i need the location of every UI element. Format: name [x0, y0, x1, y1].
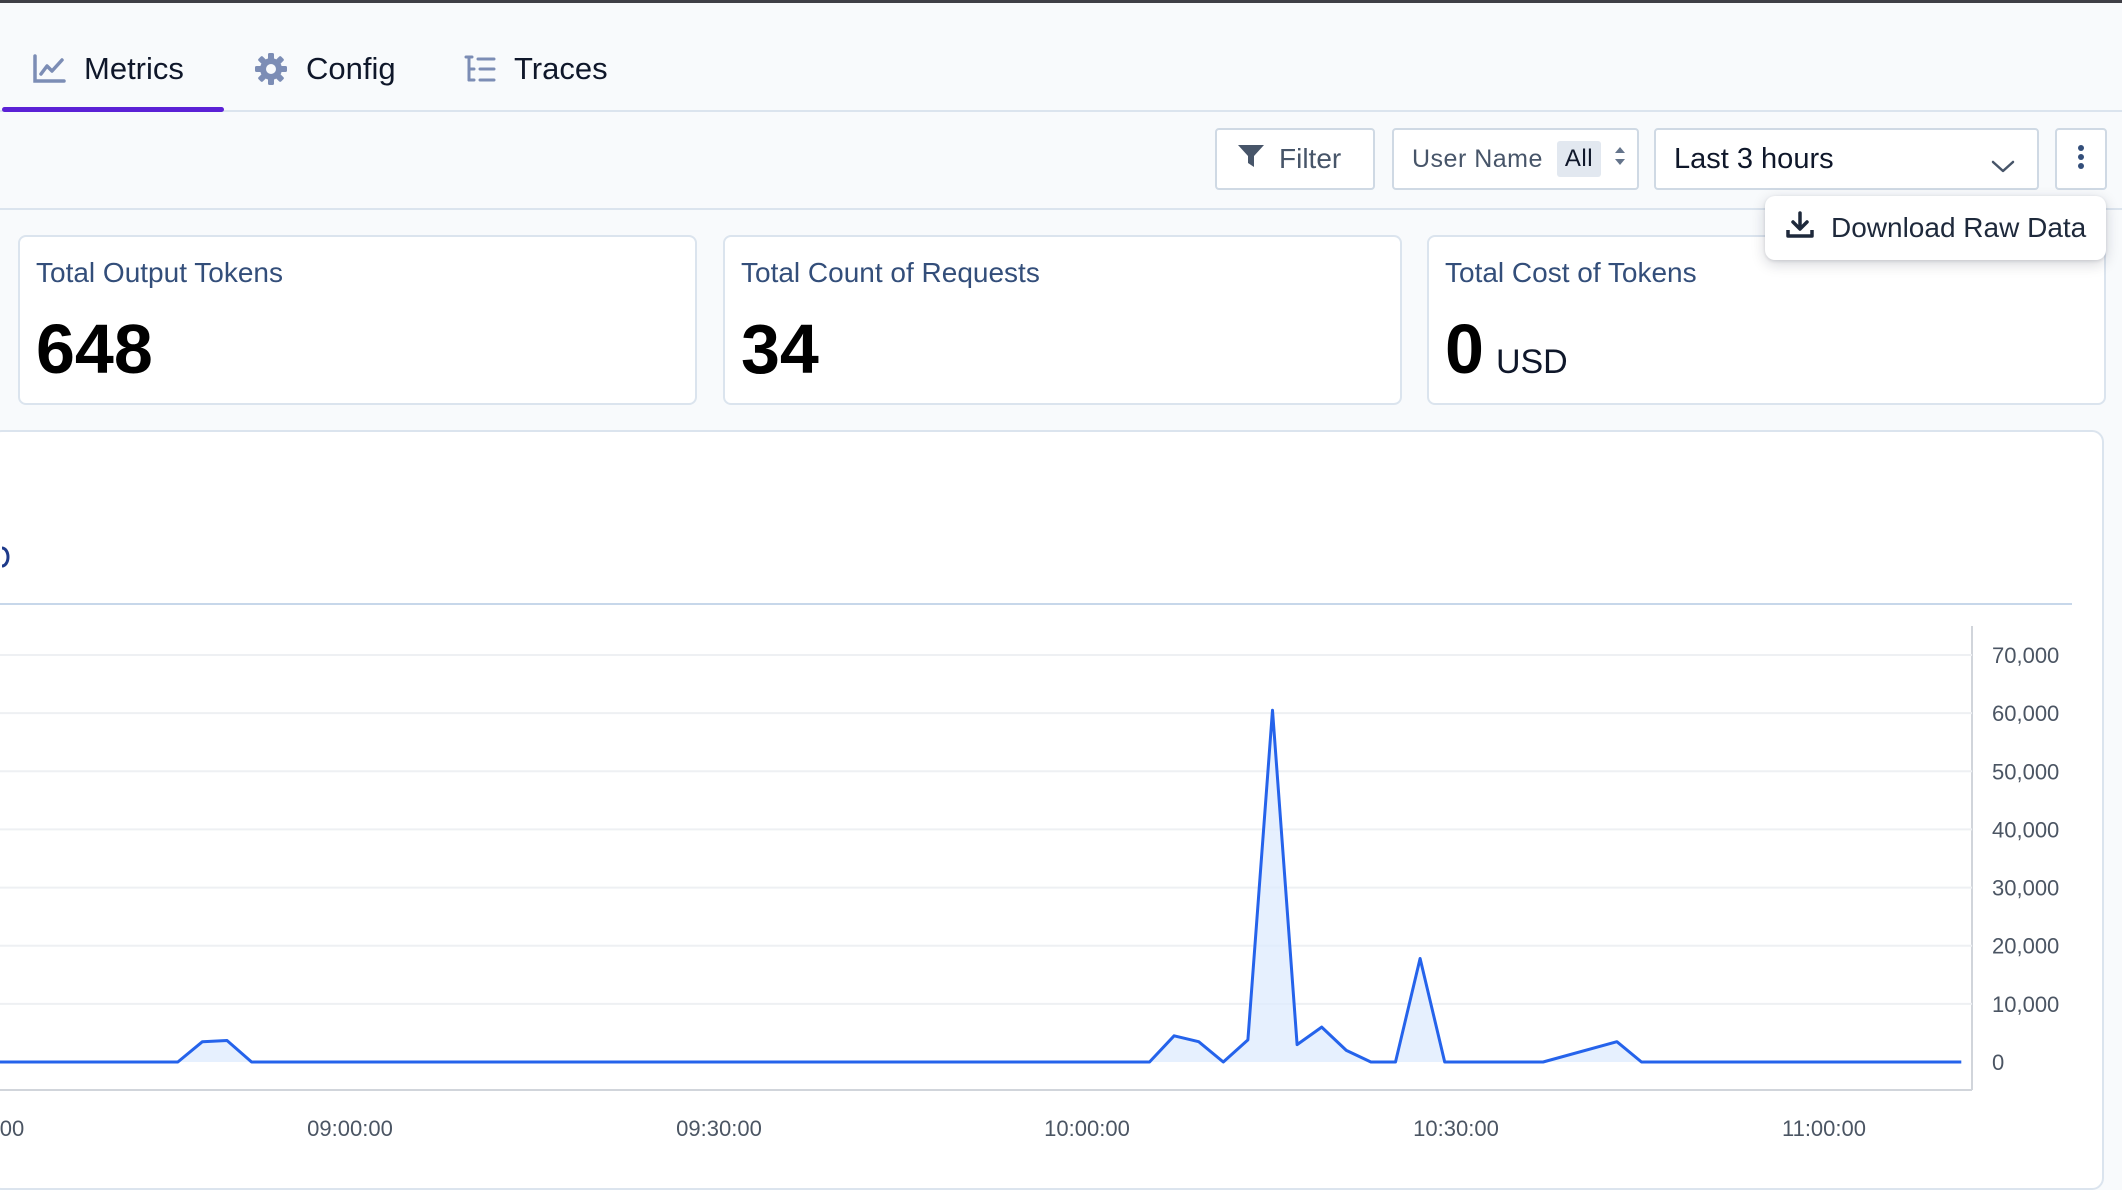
- toolbar: Filter User Name All Last 3 hours: [0, 110, 2122, 210]
- series-area: [0, 710, 1962, 1062]
- tab-label: Traces: [514, 51, 608, 86]
- window-top-border: [0, 0, 2122, 3]
- stat-number: 648: [36, 310, 153, 388]
- gear-icon: [254, 52, 288, 86]
- y-tick-label: 60,000: [1992, 701, 2059, 726]
- y-tick-label: 0: [1992, 1050, 2004, 1075]
- x-tick-label: 09:30:00: [676, 1116, 762, 1141]
- user-name-value: All: [1556, 141, 1602, 177]
- stat-number: 34: [741, 310, 819, 388]
- time-range-value: Last 3 hours: [1674, 142, 1834, 175]
- stat-value: 648: [36, 309, 153, 389]
- download-raw-data-menu-item[interactable]: Download Raw Data: [1765, 196, 2106, 260]
- y-tick-label: 40,000: [1992, 817, 2059, 842]
- x-tick-label: 10:30:00: [1413, 1116, 1499, 1141]
- more-options-button[interactable]: [2055, 128, 2107, 190]
- series-line: [0, 708, 1962, 1064]
- x-tick-label: 09:00:00: [307, 1116, 393, 1141]
- y-tick-label: 70,000: [1992, 643, 2059, 668]
- filter-button[interactable]: Filter: [1215, 128, 1375, 190]
- tab-metrics[interactable]: Metrics: [32, 47, 184, 91]
- x-tick-label: 10:00:00: [1044, 1116, 1130, 1141]
- line-chart-icon: [32, 54, 66, 84]
- stat-card-output-tokens: Total Output Tokens 648: [18, 235, 697, 405]
- stat-label: Total Cost of Tokens: [1445, 257, 1697, 288]
- user-name-select[interactable]: User Name All: [1392, 128, 1639, 190]
- active-tab-indicator: [2, 107, 224, 112]
- vertical-dots-icon: [2077, 144, 2085, 175]
- stat-card-request-count: Total Count of Requests 34: [723, 235, 1402, 405]
- tab-config[interactable]: Config: [254, 47, 396, 91]
- stat-unit: USD: [1495, 343, 1568, 381]
- area-chart: 70,000 60,000 50,000 40,000 30,000 20,000 10,0…: [0, 546, 2072, 1141]
- time-range-select[interactable]: Last 3 hours: [1654, 128, 2039, 190]
- list-tree-icon: [462, 54, 496, 84]
- user-name-label: User Name: [1412, 144, 1543, 173]
- stat-number: 0: [1445, 310, 1484, 388]
- stat-card-token-cost: Total Cost of Tokens 0 USD: [1427, 235, 2106, 405]
- download-icon: [1785, 210, 1815, 247]
- y-tick-label: 20,000: [1992, 934, 2059, 959]
- tab-bar: Metrics Config: [0, 3, 2122, 112]
- download-label: Download Raw Data: [1831, 212, 2087, 243]
- sort-arrows-icon: [1613, 145, 1627, 174]
- y-tick-label: 30,000: [1992, 876, 2059, 901]
- filter-icon: [1237, 143, 1265, 176]
- x-tick-label: 11:00:00: [1782, 1116, 1866, 1141]
- stat-label: Total Output Tokens: [36, 257, 283, 288]
- tab-traces[interactable]: Traces: [462, 47, 608, 91]
- chevron-down-icon: [1991, 150, 2015, 183]
- stat-value: 0 USD: [1445, 309, 1568, 389]
- y-tick-label: 50,000: [1992, 759, 2059, 784]
- x-tick-label: 00: [0, 1116, 24, 1141]
- filter-label: Filter: [1279, 143, 1342, 174]
- stat-value: 34: [741, 309, 819, 389]
- tab-label: Config: [306, 51, 396, 86]
- y-tick-label: 10,000: [1992, 992, 2059, 1017]
- tab-label: Metrics: [84, 51, 184, 86]
- stat-label: Total Count of Requests: [741, 257, 1040, 288]
- partial-legend-marker: [1, 546, 10, 568]
